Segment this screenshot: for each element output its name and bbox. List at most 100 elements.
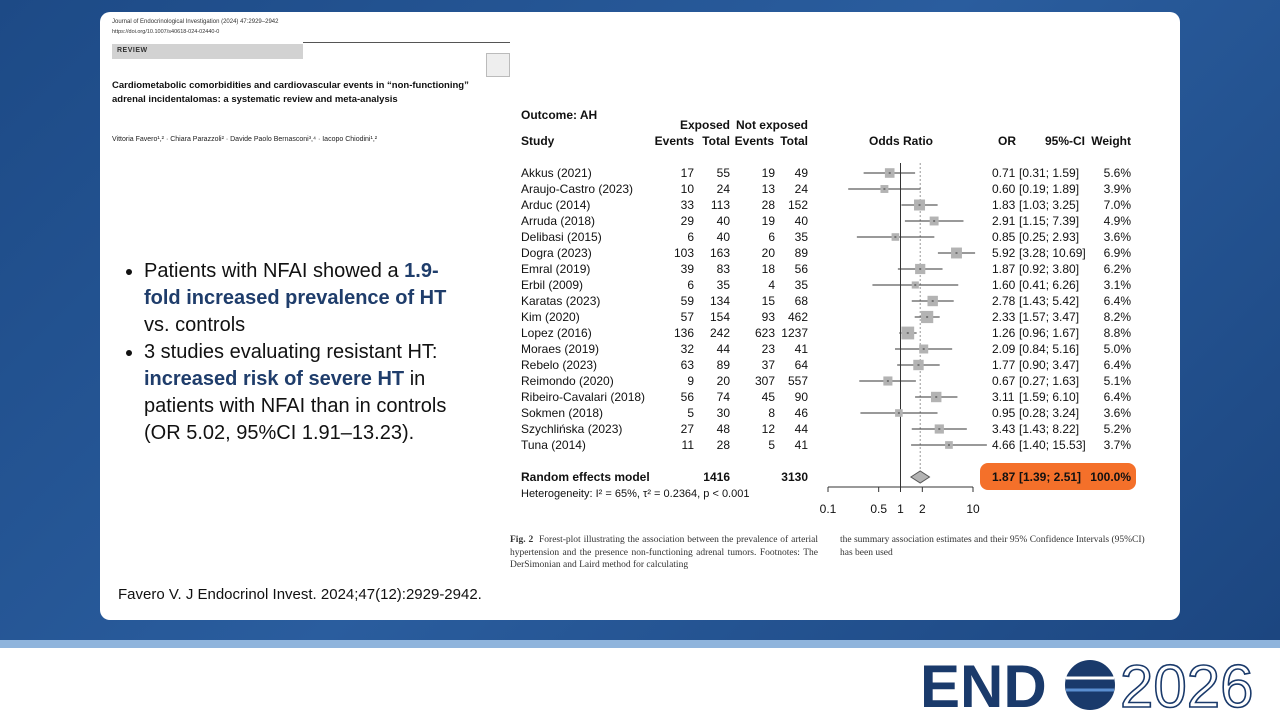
count: 19	[762, 166, 776, 180]
count: 6	[687, 278, 694, 292]
or-value: 0.60	[992, 182, 1016, 196]
or-value: 2.33	[992, 310, 1016, 324]
count: 68	[795, 294, 809, 308]
weight: 8.2%	[1104, 310, 1132, 324]
or-value: 0.67	[992, 374, 1016, 388]
or-value: 1.26	[992, 326, 1016, 340]
study: Szychlińska (2023)	[521, 422, 622, 436]
study: Moraes (2019)	[521, 342, 599, 356]
ci-value: [1.40; 15.53]	[1019, 438, 1086, 452]
study: Tuna (2014)	[521, 438, 586, 452]
or-value: 3.11	[992, 390, 1015, 404]
header: Total	[702, 134, 730, 148]
count: 19	[762, 214, 776, 228]
ci-value: [0.41; 6.26]	[1019, 278, 1079, 292]
section: REVIEW	[117, 47, 148, 54]
weight: 7.0%	[1104, 198, 1132, 212]
paper-title: Cardiometabolic comorbidities and cardio…	[112, 80, 469, 105]
weight: 5.0%	[1104, 342, 1132, 356]
ci-value: [1.43; 8.22]	[1019, 422, 1079, 436]
count: 90	[795, 390, 809, 404]
or-value: 1.83	[992, 198, 1016, 212]
count: 63	[681, 358, 695, 372]
or-value: 0.85	[992, 230, 1016, 244]
header: Events	[735, 134, 775, 148]
count: 44	[717, 342, 731, 356]
caption-right: the summary association estimates and th…	[840, 535, 1145, 558]
header: Events	[655, 134, 695, 148]
bullet: Patients with NFAI showed a 1.9-fold inc…	[144, 258, 474, 339]
highlight-text: 1.9-fold increased prevalence of HT	[144, 260, 447, 309]
count: 5	[768, 438, 775, 452]
bullet: 3 studies evaluating resistant HT: incre…	[144, 339, 474, 447]
logo-globe	[1065, 660, 1115, 710]
ci-value: [0.27; 1.63]	[1019, 374, 1079, 388]
count: 35	[717, 278, 731, 292]
count: 557	[788, 374, 808, 388]
tick-label: 10	[966, 502, 980, 516]
or-value: 0.95	[992, 406, 1016, 420]
tick-label: 0.5	[870, 502, 887, 516]
count: 37	[762, 358, 776, 372]
or-value: 3.43	[992, 422, 1016, 436]
citation: Favero V. J Endocrinol Invest. 2024;47(1…	[118, 586, 482, 603]
study: Akkus (2021)	[521, 166, 592, 180]
count: 45	[762, 390, 776, 404]
bullet-text: 3 studies evaluating resistant HT:	[144, 341, 438, 363]
count: 134	[710, 294, 730, 308]
count: 46	[795, 406, 809, 420]
highlight-text: increased risk of severe HT	[144, 368, 405, 390]
count: 9	[687, 374, 694, 388]
header: 95%-CI	[1045, 134, 1085, 148]
count: 30	[717, 406, 731, 420]
count: 4	[768, 278, 775, 292]
count: 56	[795, 262, 809, 276]
count: 152	[788, 198, 808, 212]
count: 56	[681, 390, 695, 404]
ci-value: [0.90; 3.47]	[1019, 358, 1079, 372]
count: 11	[682, 438, 695, 452]
count: 48	[717, 422, 731, 436]
weight: 6.9%	[1104, 246, 1132, 260]
random-label: Random effects model	[521, 470, 650, 484]
ci-value: [1.59; 6.10]	[1019, 390, 1079, 404]
count: 12	[762, 422, 776, 436]
study: Ribeiro-Cavalari (2018)	[521, 390, 645, 404]
count: 242	[710, 326, 730, 340]
count: 41	[795, 438, 809, 452]
ci-value: [0.96; 1.67]	[1019, 326, 1079, 340]
or-value: 1.60	[992, 278, 1016, 292]
or-value: 0.71	[992, 166, 1016, 180]
count: 40	[795, 214, 809, 228]
count: 18	[762, 262, 776, 276]
weight: 6.4%	[1104, 390, 1132, 404]
weight: 3.7%	[1104, 438, 1132, 452]
or-value: 1.87	[992, 262, 1016, 276]
weight: 4.9%	[1104, 214, 1132, 228]
count: 17	[681, 166, 695, 180]
weight: 8.8%	[1104, 326, 1132, 340]
ci-value: [1.57; 3.47]	[1019, 310, 1079, 324]
study: Emral (2019)	[521, 262, 590, 276]
header: Exposed	[680, 118, 730, 132]
journal: Journal of Endocrinological Investigatio…	[112, 19, 279, 25]
study: Arruda (2018)	[521, 214, 595, 228]
count: 32	[681, 342, 695, 356]
heterogeneity: Heterogeneity: I² = 65%, τ² = 0.2364, p …	[521, 488, 749, 500]
count: 49	[795, 166, 809, 180]
rule	[303, 42, 510, 43]
count: 44	[795, 422, 809, 436]
weight: 100.0%	[1090, 470, 1131, 484]
ci-value: [1.39; 2.51]	[1019, 470, 1081, 484]
logo-left: END	[920, 653, 1047, 720]
count: 83	[717, 262, 731, 276]
count: 462	[788, 310, 808, 324]
weight: 6.2%	[1104, 262, 1132, 276]
count: 10	[681, 182, 695, 196]
or-value: 1.77	[992, 358, 1016, 372]
count: 5	[687, 406, 694, 420]
study: Karatas (2023)	[521, 294, 600, 308]
count: 8	[768, 406, 775, 420]
count: 39	[681, 262, 695, 276]
weight: 5.1%	[1104, 374, 1132, 388]
